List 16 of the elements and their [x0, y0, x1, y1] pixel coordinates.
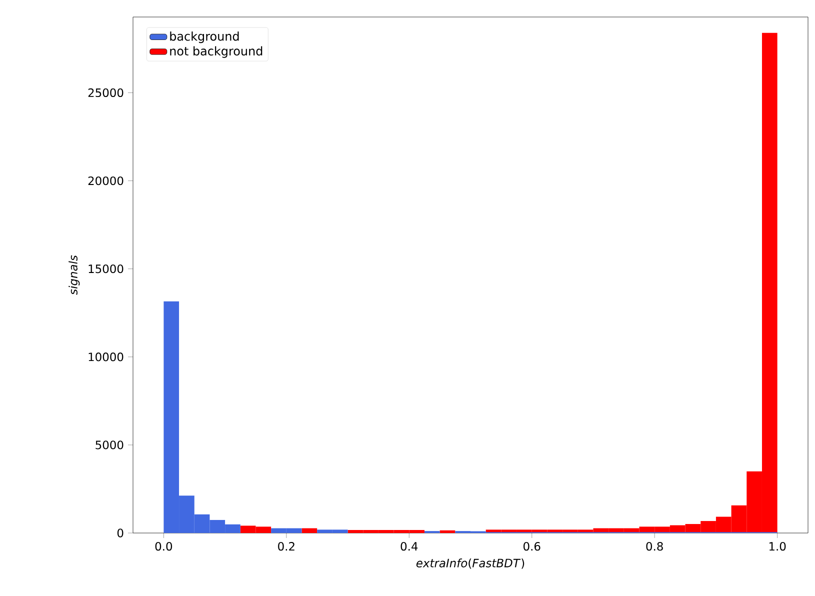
- x-tick-label: 0.8: [646, 542, 663, 551]
- x-tick-label: 0.2: [278, 542, 294, 551]
- y-tick-label: 25000: [88, 88, 124, 98]
- x-tick-label: 0.0: [155, 542, 172, 551]
- x-axis-title: extraInfo(FastBDT): [416, 558, 524, 569]
- y-tick-label: 20000: [88, 176, 124, 186]
- x-tick-label: 1.0: [769, 542, 786, 551]
- legend-label: not background: [170, 46, 262, 58]
- y-tick-label: 10000: [88, 352, 124, 362]
- x-tick-label: 0.6: [524, 542, 540, 551]
- y-tick-label: 5000: [96, 440, 124, 450]
- y-tick-label: 15000: [88, 264, 124, 274]
- y-axis-title: signals: [68, 255, 80, 295]
- y-tick-label: 0: [117, 528, 124, 538]
- legend-label: background: [170, 32, 239, 44]
- x-tick-label: 0.4: [400, 542, 418, 551]
